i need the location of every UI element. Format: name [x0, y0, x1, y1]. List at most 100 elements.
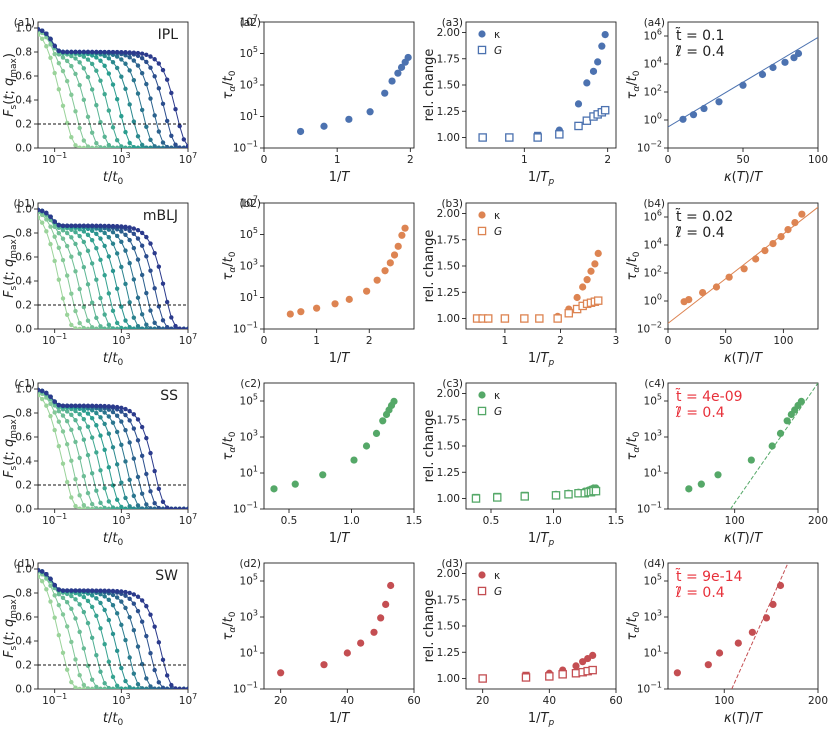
- curve-point: [52, 51, 57, 57]
- legend-marker-kappa: [478, 211, 486, 219]
- curve-point: [135, 438, 141, 443]
- curve-point: [94, 49, 99, 55]
- panel-b2: 0 1 2 10−1 101 103 105 107 1/T τα/t0 (b2): [221, 195, 415, 366]
- data-point-G: [478, 133, 487, 142]
- curve-point: [119, 480, 124, 485]
- curve-point: [48, 576, 53, 582]
- curve-point: [119, 49, 124, 55]
- curve-point: [98, 120, 103, 125]
- x-axis-label: κ(T)/T: [724, 531, 763, 546]
- curve-point: [69, 593, 74, 599]
- curve-point: [114, 320, 120, 326]
- data-point-kappa: [594, 249, 602, 257]
- annotation-t: t̃ = 0.1: [675, 27, 724, 44]
- x-axis-label: 1/Tp: [528, 531, 555, 548]
- data-point: [363, 287, 371, 295]
- curve-point: [119, 686, 124, 689]
- curve-point: [60, 612, 66, 617]
- curve-point: [127, 237, 132, 243]
- panel-d3: 20 40 60 1.00 1.25 1.50 1.75 2.00 1/Tp rel. chang…: [422, 558, 623, 728]
- y-tick-label: 2.00: [437, 208, 460, 220]
- x-axis-label: κ(T)/T: [724, 351, 763, 366]
- curve-point: [119, 409, 124, 414]
- curve-point: [81, 437, 87, 442]
- curve-point: [135, 323, 141, 329]
- curve-point: [94, 231, 99, 237]
- curve-point: [131, 315, 137, 320]
- curve-point: [123, 326, 128, 329]
- y-tick-label: 1.00: [437, 493, 460, 505]
- data-point: [781, 58, 789, 66]
- model-title: mBLJ: [143, 208, 178, 224]
- curve-point: [177, 145, 182, 148]
- data-point: [297, 308, 305, 316]
- curve-point: [110, 592, 116, 598]
- panel-label: (a4): [644, 17, 665, 29]
- y-tick-label: 103: [240, 429, 258, 444]
- curve-point: [60, 403, 66, 408]
- curve-point: [131, 277, 137, 282]
- curve-point: [39, 36, 45, 42]
- curve-point: [114, 429, 120, 435]
- legend-label-G: G: [494, 406, 502, 418]
- curve-point: [98, 415, 103, 420]
- curve-point: [131, 601, 137, 606]
- legend-label-G: G: [494, 226, 502, 238]
- curve-point: [114, 223, 120, 229]
- y-axis-label: rel. change: [422, 230, 437, 303]
- y-tick-label: 1.25: [437, 467, 460, 479]
- curve-point: [69, 223, 74, 229]
- curve-point: [64, 243, 70, 249]
- curve-point: [110, 59, 116, 65]
- curve-point: [44, 587, 49, 592]
- panel-a1: 10−1 103 107 0.0 0.2 0.4 0.6 0.8 1.0 t/t0 Fs(t; qm…: [2, 17, 197, 187]
- curve-point: [119, 504, 124, 509]
- curve-point: [48, 413, 53, 419]
- legend-label-kappa: κ: [494, 29, 500, 41]
- y-tick-label: 1.50: [437, 80, 460, 92]
- curve-point: [152, 286, 157, 291]
- x-tick-label: 107: [179, 332, 197, 347]
- data-point-kappa: [573, 293, 581, 302]
- x-tick-label: 10−1: [42, 692, 67, 707]
- curve-point: [114, 595, 120, 600]
- curve-point: [127, 300, 132, 305]
- data-point: [313, 304, 321, 312]
- curve-point: [110, 82, 116, 87]
- x-tick-label: 10−1: [42, 512, 67, 527]
- y-tick-label: 106: [644, 28, 662, 43]
- curve-point: [89, 61, 95, 67]
- curve-point: [139, 230, 145, 236]
- x-axis-label: κ(T)/T: [724, 170, 763, 185]
- data-point: [387, 581, 395, 590]
- curve-point: [139, 70, 145, 76]
- curve-point: [106, 499, 112, 504]
- data-point: [700, 104, 708, 113]
- x-tick-label: 100: [714, 695, 734, 707]
- curve-point: [177, 123, 182, 129]
- curve-point: [81, 502, 87, 508]
- curve-point: [135, 228, 141, 233]
- curve-point: [89, 49, 95, 55]
- curve-point: [89, 261, 95, 266]
- curve-point: [169, 133, 174, 139]
- curve-point: [164, 505, 170, 509]
- curve-point: [102, 594, 107, 599]
- y-tick-label: 101: [240, 645, 258, 660]
- y-axis-label: Fs(t; qmax): [2, 234, 19, 298]
- curve-point: [77, 506, 82, 509]
- data-point-kappa: [594, 58, 602, 66]
- curve-point: [119, 239, 124, 245]
- curve-point: [131, 456, 137, 461]
- data-point-kappa: [574, 100, 583, 108]
- y-tick-label: 10−1: [233, 681, 258, 696]
- curve-point: [131, 226, 137, 231]
- curve-point: [123, 459, 128, 464]
- curve-point: [144, 290, 149, 296]
- x-axis-label: 1/Tp: [528, 711, 555, 728]
- curve-point: [52, 219, 57, 224]
- curve-point: [119, 589, 124, 594]
- curve-point: [85, 232, 91, 238]
- curve-point: [69, 412, 74, 418]
- curve-point: [148, 326, 153, 329]
